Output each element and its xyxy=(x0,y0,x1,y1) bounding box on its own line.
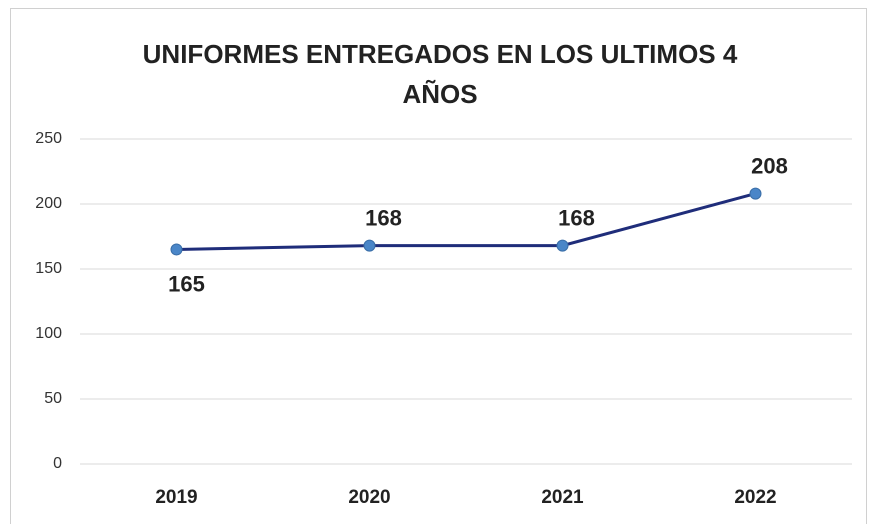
marker xyxy=(556,239,569,252)
chart-frame xyxy=(10,8,867,524)
y-tick-label: 100 xyxy=(35,325,62,342)
data-label: 165 xyxy=(168,271,205,296)
line xyxy=(176,192,756,251)
x-tick-label: 2022 xyxy=(734,487,776,508)
y-tick-label: 0 xyxy=(53,455,62,472)
x-tick-label: 2019 xyxy=(155,487,197,508)
x-tick-label: 2021 xyxy=(541,487,584,508)
y-tick-label: 250 xyxy=(35,130,62,147)
y-tick-label: 200 xyxy=(35,195,62,212)
y-tick-label: 50 xyxy=(44,390,62,407)
chart-title: UNIFORMES ENTREGADOS EN LOS ULTIMOS 4 AÑ… xyxy=(142,39,738,109)
marker xyxy=(363,239,376,252)
y-tick-label: 150 xyxy=(35,260,62,277)
x-tick-label: 2020 xyxy=(348,487,390,508)
data-label: 168 xyxy=(558,205,595,230)
marker xyxy=(749,187,762,200)
marker xyxy=(170,243,183,256)
data-label: 208 xyxy=(751,153,788,178)
data-label: 168 xyxy=(365,205,402,230)
